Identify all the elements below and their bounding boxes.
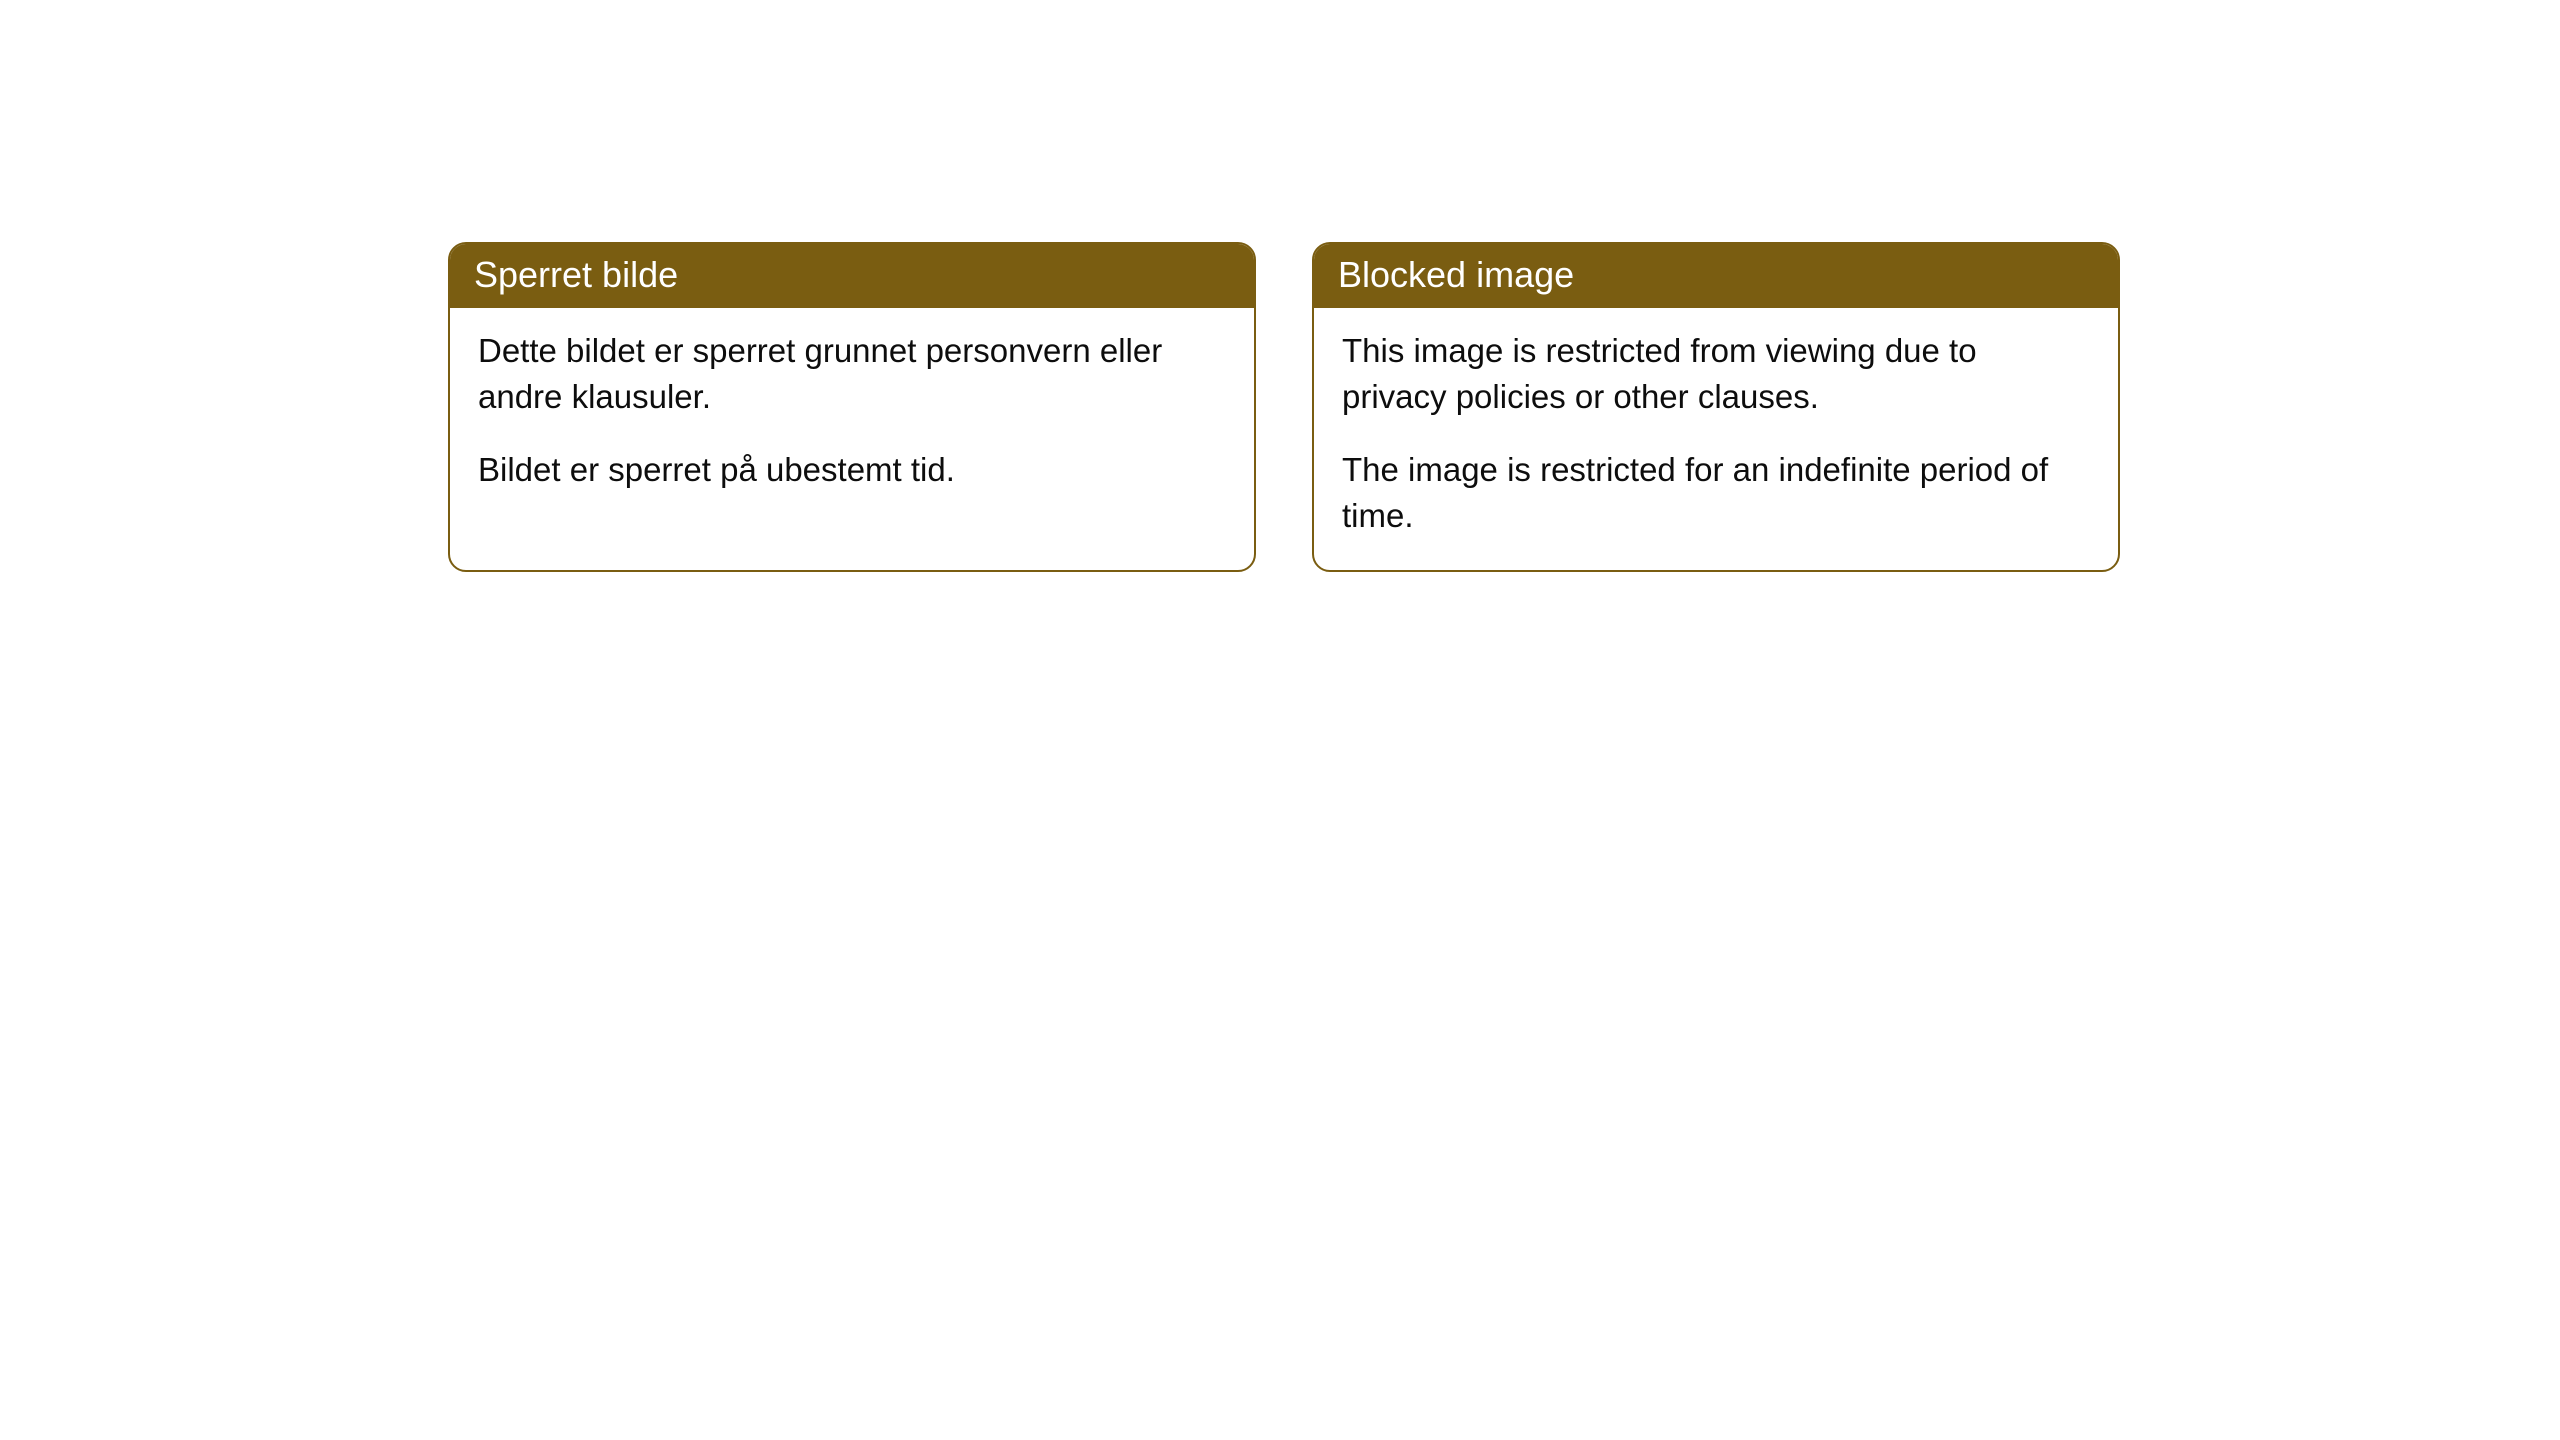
card-paragraph: Dette bildet er sperret grunnet personve…: [478, 328, 1226, 419]
card-body-norwegian: Dette bildet er sperret grunnet personve…: [450, 308, 1254, 525]
card-title-norwegian: Sperret bilde: [450, 244, 1254, 308]
card-paragraph: This image is restricted from viewing du…: [1342, 328, 2090, 419]
card-title-english: Blocked image: [1314, 244, 2118, 308]
notice-card-norwegian: Sperret bilde Dette bildet er sperret gr…: [448, 242, 1256, 572]
notice-cards-container: Sperret bilde Dette bildet er sperret gr…: [448, 242, 2120, 572]
card-body-english: This image is restricted from viewing du…: [1314, 308, 2118, 570]
notice-card-english: Blocked image This image is restricted f…: [1312, 242, 2120, 572]
card-paragraph: The image is restricted for an indefinit…: [1342, 447, 2090, 538]
card-paragraph: Bildet er sperret på ubestemt tid.: [478, 447, 1226, 493]
